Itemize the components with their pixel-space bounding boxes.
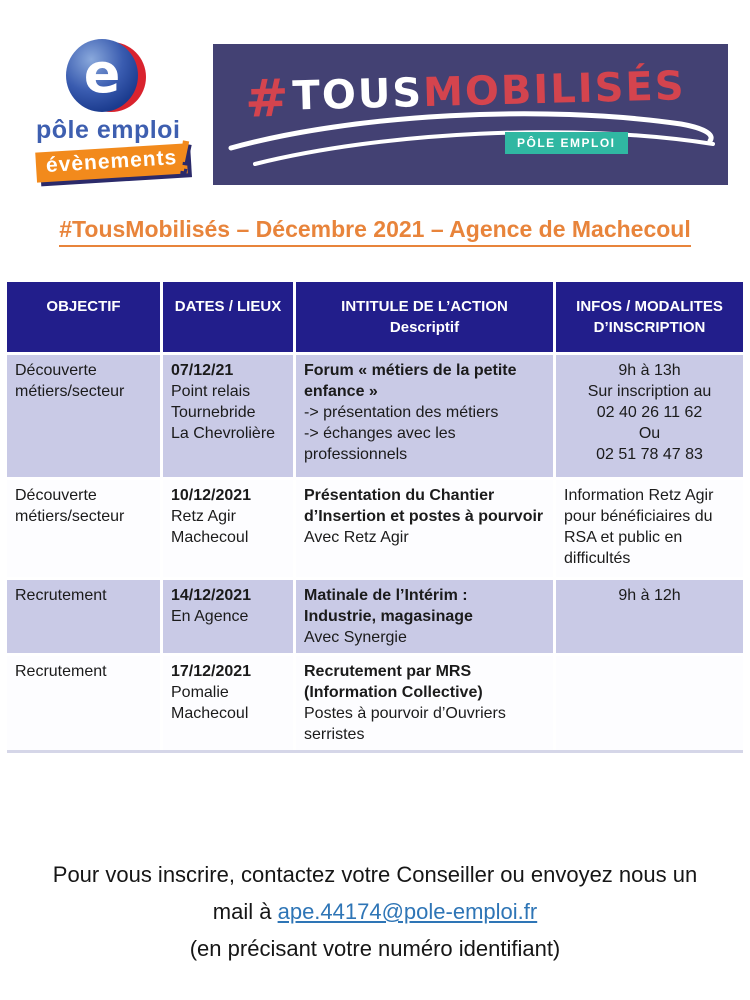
column-header-line: D’INSCRIPTION — [593, 319, 706, 336]
column-header-2: INTITULE DE L’ACTION Descriptif — [296, 282, 553, 352]
cell-line: 10/12/2021 — [171, 487, 252, 504]
cell-line: Information Retz Agir pour bénéficiaires… — [564, 487, 714, 567]
footer-note: Pour vous inscrire, contactez votre Cons… — [0, 856, 750, 967]
cell-line: 17/12/2021 — [171, 663, 252, 680]
pole-emploi-logo: e pôle emploi évènements ! — [0, 0, 215, 200]
cell-line: Présentation du Chantier d’Insertion et … — [304, 487, 544, 525]
cell-line: Avec Synergie — [304, 629, 407, 646]
cell-line: Pomalie — [171, 684, 229, 701]
page-title-text: #TousMobilisés – Décembre 2021 – Agence … — [59, 216, 691, 247]
logo-brand-text: pôle emploi — [36, 116, 181, 144]
cell-objectif: Découverte métiers/secteur — [7, 355, 160, 477]
events-table-grid: OBJECTIF DATES / LIEUX INTITULE DE L’ACTIO… — [7, 282, 743, 750]
cell-objectif: Découverte métiers/secteur — [7, 480, 160, 577]
cell-intitule-action: Matinale de l’Intérim : Industrie, magasi… — [296, 580, 553, 653]
column-header-0: OBJECTIF — [7, 282, 160, 352]
cell-line: Machecoul — [171, 705, 249, 722]
cell-line: -> échanges avec les professionnels — [304, 425, 456, 463]
cell-line: Postes à pourvoir d’Ouvriers serristes — [304, 705, 506, 743]
cell-line: -> présentation des métiers — [304, 404, 499, 421]
cell-infos-inscription — [556, 656, 743, 750]
cell-line: Retz Agir — [171, 508, 236, 525]
cell-dates-lieux: 17/12/2021 Pomalie Machecoul — [163, 656, 293, 750]
column-header-line: Descriptif — [389, 319, 460, 336]
cell-intitule-action: Présentation du Chantier d’Insertion et … — [296, 480, 553, 577]
cell-line: Industrie, magasinage — [304, 608, 473, 625]
cell-intitule-action: Recrutement par MRS (Information Collecti… — [296, 656, 553, 750]
cell-line: 07/12/21 — [171, 362, 234, 379]
email-link[interactable]: ape.44174@pole-emploi.fr — [277, 899, 538, 924]
events-table: OBJECTIF DATES / LIEUX INTITULE DE L’ACTIO… — [7, 282, 743, 753]
column-header-line: OBJECTIF — [46, 298, 121, 315]
cell-line: 14/12/2021 — [171, 587, 252, 604]
cell-line: Matinale de l’Intérim : — [304, 587, 468, 604]
cell-infos-inscription: 9h à 13h Sur inscription au 02 40 26 11 62… — [556, 355, 743, 477]
pole-emploi-e-icon: e — [66, 39, 138, 112]
cell-line: Machecoul — [171, 529, 249, 546]
cell-line: Point relais — [171, 383, 251, 400]
cell-line: Tournebride — [171, 404, 256, 421]
cell-infos-inscription: 9h à 12h — [556, 580, 743, 653]
cell-line: Ou — [638, 425, 661, 442]
column-header-line: INTITULE DE L’ACTION — [341, 298, 508, 315]
cell-line: Avec Retz Agir — [304, 529, 409, 546]
footer-line3: (en précisant votre numéro identifiant) — [189, 936, 561, 961]
cell-objectif: Recrutement — [7, 580, 160, 653]
cell-infos-inscription: Information Retz Agir pour bénéficiaires… — [556, 480, 743, 577]
cell-dates-lieux: 14/12/2021 En Agence — [163, 580, 293, 653]
cell-line: La Chevrolière — [171, 425, 276, 442]
column-header-1: DATES / LIEUX — [163, 282, 293, 352]
column-header-3: INFOS / MODALITES D’INSCRIPTION — [556, 282, 743, 352]
cell-dates-lieux: 07/12/21 Point relais Tournebride La Chevro… — [163, 355, 293, 477]
cell-line: Forum « métiers de la petite enfance » — [304, 362, 517, 400]
logo-events-ribbon: évènements — [35, 143, 189, 183]
footer-line1: Pour vous inscrire, contactez votre Cons… — [52, 862, 698, 887]
column-header-line: INFOS / MODALITES — [576, 298, 723, 315]
tousmobilises-banner: #TOUSMOBILISÉS PÔLE EMPLOI — [213, 44, 728, 185]
cell-line: 9h à 13h — [618, 362, 681, 379]
cell-line: (Information Collective) — [304, 684, 483, 701]
table-bottom-border — [7, 750, 743, 753]
footer-line2: mail à ape.44174@pole-emploi.fr — [0, 893, 750, 930]
pole-emploi-badge: PÔLE EMPLOI — [505, 132, 628, 154]
cell-line: 02 51 78 47 83 — [596, 446, 703, 463]
cell-dates-lieux: 10/12/2021 Retz Agir Machecoul — [163, 480, 293, 577]
swoosh-underline-icon — [228, 111, 715, 166]
cell-line: Recrutement par MRS — [304, 663, 472, 680]
cell-intitule-action: Forum « métiers de la petite enfance » ->… — [296, 355, 553, 477]
logo-e-letter: e — [83, 41, 121, 105]
cell-line: En Agence — [171, 608, 249, 625]
cell-line: 02 40 26 11 62 — [596, 404, 703, 421]
footer-mail-prefix: mail à — [212, 899, 278, 924]
cell-line: Sur inscription au — [587, 383, 712, 400]
cell-line: 9h à 12h — [618, 587, 681, 604]
page-title: #TousMobilisés – Décembre 2021 – Agence … — [0, 216, 750, 247]
column-header-line: DATES / LIEUX — [174, 298, 282, 315]
cell-objectif: Recrutement — [7, 656, 160, 750]
